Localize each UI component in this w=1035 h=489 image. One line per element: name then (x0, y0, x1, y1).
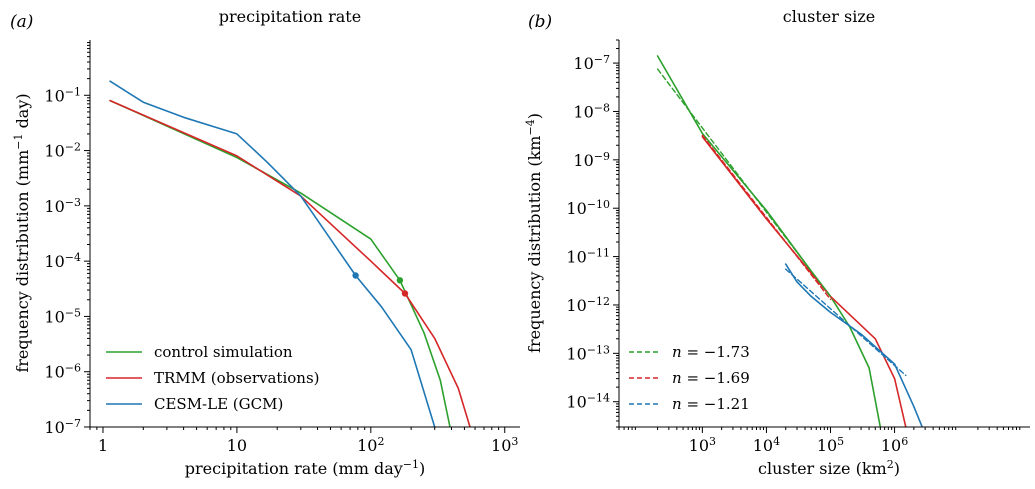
panel-b-x-tick-label-0: 103 (689, 435, 716, 456)
panel-b-y-tick-label-1: 10−13 (566, 343, 610, 364)
panel-b-x-tick-label-2: 105 (817, 435, 844, 456)
panel-a-series-2-marker (352, 272, 359, 279)
panel-a-series-1-marker (401, 290, 409, 297)
panel-b-y-tick-label-0: 10−14 (566, 391, 610, 412)
panel-a-y-tick-label-4: 10−3 (44, 195, 81, 216)
panel-b-y-tick-label-4: 10−10 (566, 198, 610, 219)
panel-a-title: precipitation rate (219, 7, 361, 26)
panel-b-series-5-line (785, 268, 907, 377)
panel-b-x-tick-label-1: 104 (753, 435, 780, 456)
panel-b-y-tick-label-2: 10−12 (566, 294, 610, 315)
panel-a-y-tick-label-3: 10−4 (44, 251, 81, 272)
panel-b-series-3-line (656, 68, 832, 298)
panel-a-x-tick-label-0: 1 (98, 436, 108, 455)
panel-b-label: (b) (528, 12, 552, 32)
panel-a-plot-area (109, 80, 471, 427)
panel-b-y-tick-label-6: 10−8 (573, 101, 610, 122)
panel-a-x-tick-label-1: 10 (227, 436, 247, 455)
panel-a-x-axis-label: precipitation rate (mm day−1) (185, 458, 425, 479)
panel-a-x-tick-label-2: 102 (357, 435, 384, 456)
panel-a-legend: control simulation TRMM (observations) C… (106, 343, 320, 413)
panel-a-y-tick-label-1: 10−6 (44, 361, 81, 382)
panel-b-title: cluster size (783, 7, 875, 26)
legend-b-label-fit-control: n = −1.73 (672, 343, 750, 361)
panel-b-y-tick-label-5: 10−9 (573, 149, 610, 170)
panel-b-series-1-line (701, 136, 907, 427)
panel-a-series-0-marker (396, 277, 404, 284)
panel-a-y-tick-label-6: 10−1 (44, 85, 81, 106)
panel-a-y-tick-label-5: 10−2 (44, 140, 81, 161)
panel-b-plot-area (656, 55, 924, 427)
panel-b-y-tick-label-7: 10−7 (573, 53, 610, 74)
panel-b-x-tick-label-3: 106 (881, 435, 908, 456)
panel-b-x-axis-label: cluster size (km2) (758, 458, 900, 479)
panel-a-y-tick-label-2: 10−5 (44, 306, 81, 327)
panel-b: (b) cluster size 103 104 105 106 10−14 10−13 1… (524, 7, 1030, 479)
panel-b-series-4-line (701, 134, 832, 301)
panel-a-label: (a) (10, 12, 33, 32)
legend-a-label-cesm: CESM-LE (GCM) (154, 395, 283, 413)
panel-a-y-axis-label: frequency distribution (mm−1 day) (12, 93, 33, 372)
panel-a-ticks: 1 10 102 103 10−7 10−6 10−5 10−4 10−3 10−2 10−1 (44, 42, 518, 456)
panel-a-x-tick-label-3: 103 (491, 435, 518, 456)
panel-b-y-axis-label: frequency distribution (km−4) (524, 113, 545, 353)
panel-a-series-2-line (109, 80, 436, 427)
legend-a-label-control: control simulation (154, 343, 293, 361)
panel-a-series-1-line (109, 99, 471, 427)
panel-a: (a) precipitation rate 1 10 102 103 10−7 10−6… (10, 7, 520, 478)
panel-b-y-tick-label-3: 10−11 (566, 246, 610, 267)
panel-a-y-tick-label-0: 10−7 (44, 417, 81, 438)
panel-b-legend: n = −1.73 n = −1.69 n = −1.21 (629, 343, 750, 413)
legend-b-label-fit-cesm: n = −1.21 (672, 395, 750, 413)
panel-b-series-2-line (784, 263, 924, 427)
legend-a-label-trmm: TRMM (observations) (154, 369, 320, 387)
legend-b-label-fit-trmm: n = −1.69 (672, 369, 750, 387)
